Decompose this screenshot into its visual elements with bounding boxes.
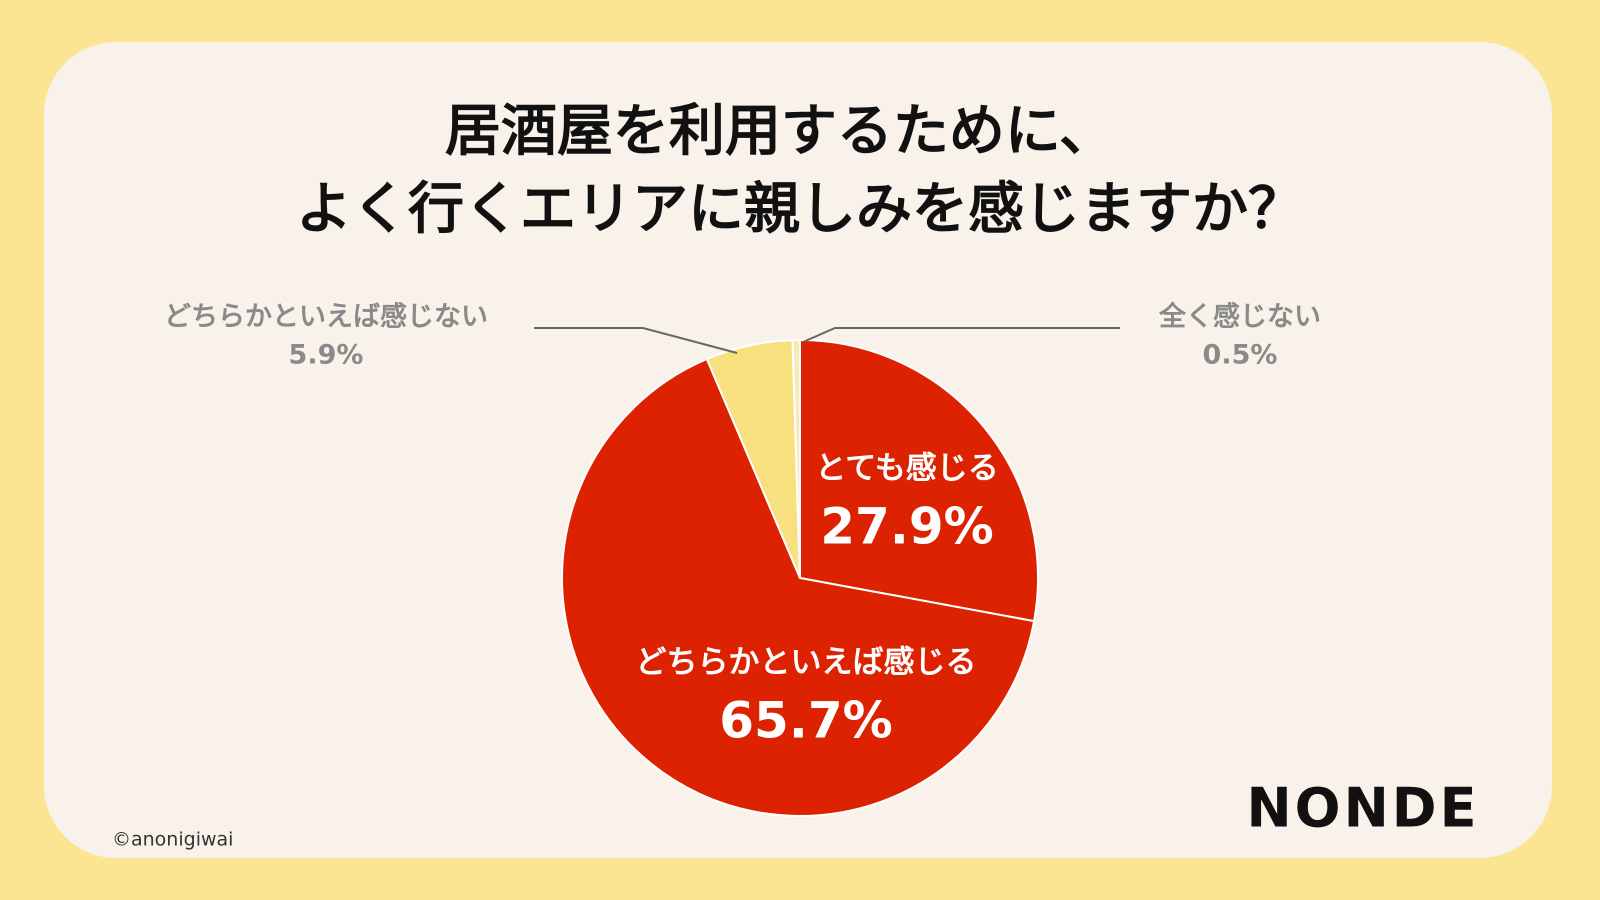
pie-slice	[799, 338, 1039, 623]
leader-line	[802, 327, 1120, 343]
chart-title: よく行くエリアに親しみを感じますか？	[296, 177, 1304, 242]
value-label: 0.5%	[1203, 340, 1278, 371]
value-label: 5.9%	[289, 340, 364, 371]
logo: NONDE	[1246, 777, 1479, 840]
slice-label: どちらかといえば感じる	[636, 645, 977, 681]
slice-label: とても感じる	[815, 451, 999, 487]
value-label: 65.7%	[719, 692, 892, 750]
slice-label: 全く感じない	[1158, 301, 1321, 333]
pie-slice	[791, 338, 801, 579]
credit: ©anonigiwai	[112, 829, 233, 851]
slice-label: どちらかといえば感じない	[164, 301, 488, 333]
value-label: 27.9%	[820, 498, 993, 556]
pie-slice	[561, 357, 1036, 817]
leader-line	[534, 327, 738, 354]
chart-title: 居酒屋を利用するために、	[445, 99, 1115, 164]
